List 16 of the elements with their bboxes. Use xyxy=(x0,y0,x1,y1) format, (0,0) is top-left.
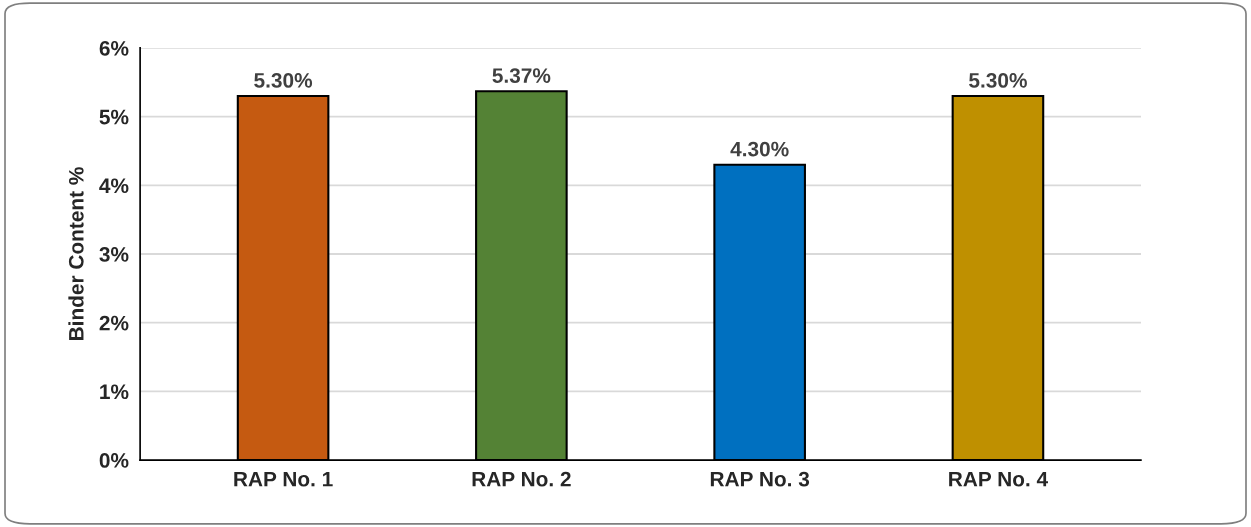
data-label: 5.30% xyxy=(969,73,1027,88)
y-axis-title: Binder Content % xyxy=(68,167,84,340)
y-tick-label: 4% xyxy=(99,178,129,194)
data-label: 5.37% xyxy=(492,68,551,83)
x-tick-label: RAP No. 2 xyxy=(472,471,571,487)
y-tick-label: 6% xyxy=(99,40,129,56)
x-tick-label: RAP No. 3 xyxy=(710,471,810,487)
x-tick-label: RAP No. 4 xyxy=(949,471,1048,487)
y-tick-label: 5% xyxy=(99,109,129,125)
x-tick-label: RAP No. 1 xyxy=(234,471,333,487)
data-label: 4.30% xyxy=(730,141,789,157)
y-tick-label: 1% xyxy=(100,384,129,400)
y-tick-label: 2% xyxy=(99,315,129,331)
y-tick-label: 0% xyxy=(99,453,129,468)
y-tick-label: 3% xyxy=(99,247,129,262)
data-label: 5.30% xyxy=(254,73,313,88)
